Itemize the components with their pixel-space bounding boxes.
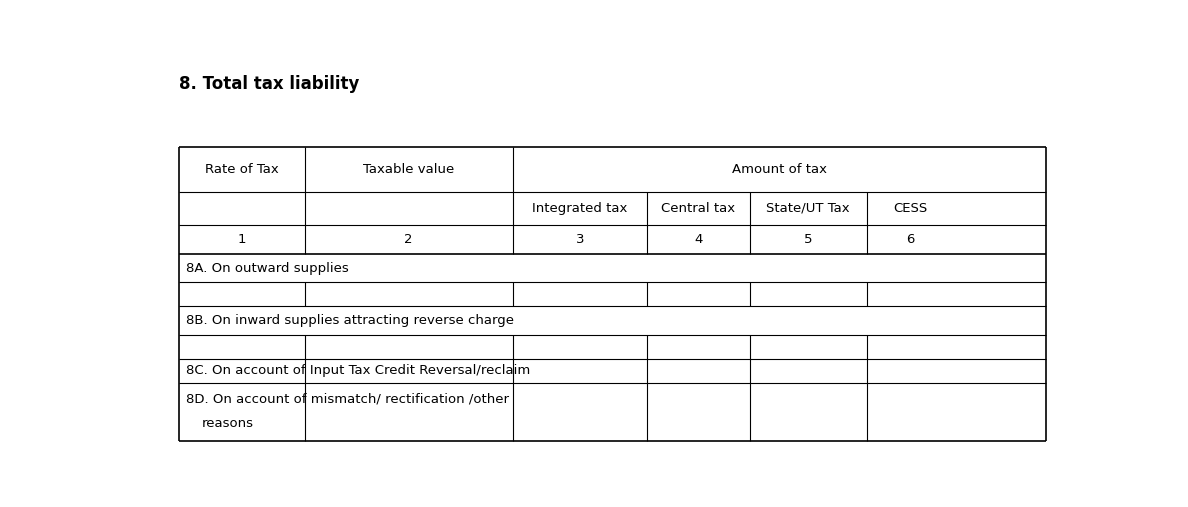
Text: 8C. On account of Input Tax Credit Reversal/reclaim: 8C. On account of Input Tax Credit Rever… xyxy=(187,365,531,377)
Text: 8. Total tax liability: 8. Total tax liability xyxy=(179,75,359,92)
Text: 8D. On account of mismatch/ rectification /other: 8D. On account of mismatch/ rectificatio… xyxy=(187,393,510,406)
Text: 2: 2 xyxy=(404,233,413,246)
Text: Central tax: Central tax xyxy=(662,202,735,214)
Text: State/UT Tax: State/UT Tax xyxy=(766,202,849,214)
Text: 1: 1 xyxy=(238,233,246,246)
Text: 6: 6 xyxy=(905,233,915,246)
Text: Amount of tax: Amount of tax xyxy=(732,163,827,175)
Text: 3: 3 xyxy=(576,233,584,246)
Text: 4: 4 xyxy=(694,233,702,246)
Text: reasons: reasons xyxy=(202,417,254,430)
Text: Rate of Tax: Rate of Tax xyxy=(204,163,279,175)
Text: 8A. On outward supplies: 8A. On outward supplies xyxy=(187,262,349,275)
Text: CESS: CESS xyxy=(893,202,927,214)
Text: 5: 5 xyxy=(804,233,813,246)
Text: Taxable value: Taxable value xyxy=(364,163,454,175)
Text: 8B. On inward supplies attracting reverse charge: 8B. On inward supplies attracting revers… xyxy=(187,314,514,327)
Text: Integrated tax: Integrated tax xyxy=(532,202,627,214)
